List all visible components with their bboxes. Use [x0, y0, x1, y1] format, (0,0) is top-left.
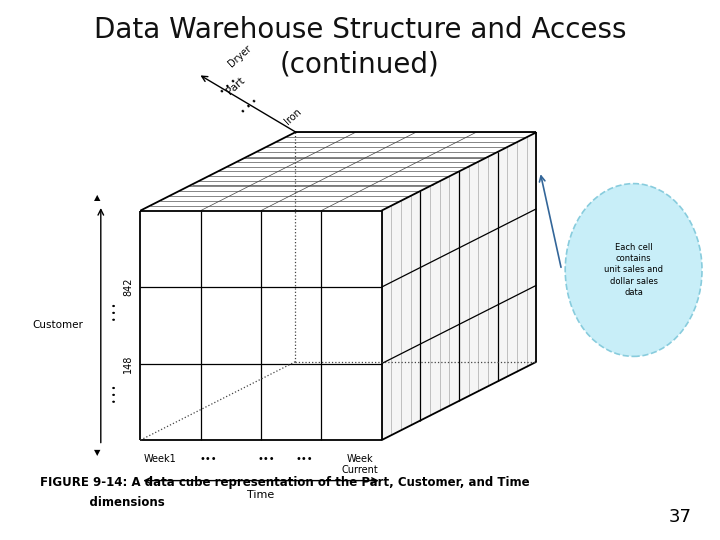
Text: (continued): (continued)	[280, 51, 440, 79]
Polygon shape	[140, 132, 536, 211]
Text: • • •: • • •	[112, 302, 120, 321]
Text: •••: •••	[257, 454, 274, 464]
Text: Customer: Customer	[32, 320, 83, 330]
Text: 37: 37	[668, 509, 691, 526]
Text: Week1: Week1	[144, 454, 176, 464]
Ellipse shape	[565, 184, 702, 356]
Text: ▲: ▲	[94, 193, 101, 202]
Text: ▼: ▼	[94, 448, 101, 457]
Text: •••: •••	[296, 454, 313, 464]
Polygon shape	[382, 132, 536, 440]
Text: Dryer: Dryer	[227, 43, 254, 69]
Text: Data Warehouse Structure and Access: Data Warehouse Structure and Access	[94, 16, 626, 44]
Text: Each cell
contains
unit sales and
dollar sales
data: Each cell contains unit sales and dollar…	[604, 244, 663, 296]
Text: 148: 148	[123, 354, 133, 373]
Text: Iron: Iron	[282, 107, 303, 127]
Text: Part: Part	[224, 75, 246, 96]
Text: Week
Current: Week Current	[341, 454, 378, 475]
Text: •••: •••	[199, 454, 217, 464]
Polygon shape	[140, 211, 382, 440]
Text: Time: Time	[248, 490, 274, 501]
Text: 842: 842	[123, 278, 133, 296]
Text: • • •: • • •	[112, 385, 120, 403]
Text: • • •: • • •	[240, 96, 260, 117]
Text: • • •: • • •	[218, 76, 238, 97]
Text: FIGURE 9-14: A data cube representation of the Part, Customer, and Time: FIGURE 9-14: A data cube representation …	[40, 476, 529, 489]
Text: dimensions: dimensions	[40, 496, 164, 509]
